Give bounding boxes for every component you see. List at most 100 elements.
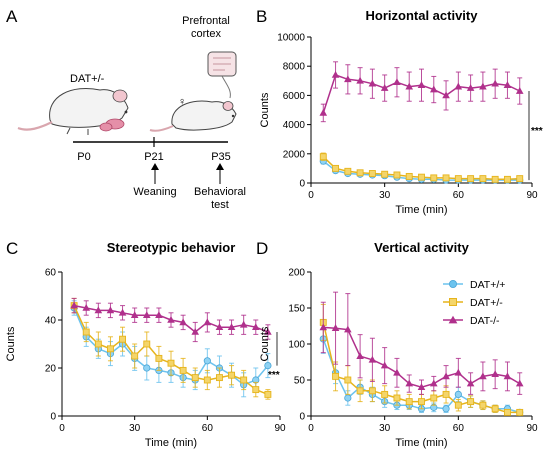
- x-tick-label-b-30: 30: [379, 190, 391, 201]
- point-d-datko-7: [405, 379, 414, 387]
- point-b-dathet-3: [356, 169, 364, 177]
- x-tick-label-d-0: 0: [308, 423, 314, 434]
- point-d-datwt-2: [344, 394, 352, 402]
- point-d-datwt-10: [442, 405, 450, 413]
- weaning-label: Weaning: [133, 186, 176, 198]
- point-c-dathet-4: [119, 335, 127, 343]
- point-c-datwt-16: [264, 361, 272, 370]
- point-d-dathet-3: [356, 387, 364, 395]
- point-d-datko-13: [479, 372, 487, 380]
- point-d-dathet-12: [467, 398, 475, 406]
- point-b-datko-5: [380, 84, 389, 91]
- x-tick-label-d-30: 30: [379, 423, 391, 434]
- y-tick-label-b-0: 0: [299, 179, 305, 190]
- point-b-dathet-2: [344, 167, 352, 175]
- x-tick-label-d-60: 60: [453, 423, 465, 434]
- point-b-dathet-10: [442, 174, 450, 182]
- x-axis-label-c: Time (min): [145, 437, 197, 449]
- point-c-datwt-6: [143, 364, 151, 372]
- point-c-dathet-11: [203, 376, 211, 384]
- point-d-dathet-6: [393, 394, 401, 402]
- series-c-datko: [70, 297, 272, 343]
- significance-label-c: ***: [268, 370, 280, 381]
- point-c-datko-6: [142, 311, 151, 318]
- point-d-datko-0: [319, 323, 328, 331]
- x-tick-label-c-30: 30: [129, 423, 141, 434]
- point-b-dathet-4: [368, 170, 376, 177]
- tissue-label-line1: Prefrontal: [182, 15, 230, 27]
- point-b-datko-14: [491, 79, 499, 87]
- point-d-datko-9: [429, 379, 438, 387]
- y-tick-label-c-60: 60: [45, 268, 57, 279]
- point-d-datko-3: [356, 352, 364, 360]
- genotype-label: DAT+/-: [70, 73, 105, 85]
- point-c-dathet-13: [228, 371, 236, 379]
- female-rat-illustration: [149, 100, 237, 132]
- chart-stereotypic-behavior: Stereotypic behavior 0 30 60 90 0 20 40 60 Time (…: [5, 240, 286, 449]
- y-tick-label-b-6000: 6000: [283, 91, 306, 102]
- point-c-dathet-6: [143, 340, 151, 348]
- point-c-datko-3: [106, 306, 115, 314]
- x-tick-label-c-0: 0: [59, 423, 65, 434]
- point-b-datko-4: [368, 79, 377, 87]
- point-c-datko-12: [215, 323, 224, 330]
- point-b-dathet-7: [405, 172, 413, 180]
- point-c-datko-7: [155, 311, 163, 318]
- y-axis-label-b: Counts: [259, 92, 271, 127]
- point-d-datko-8: [417, 383, 426, 390]
- point-c-dathet-5: [131, 352, 139, 360]
- point-d-dathet-10: [442, 390, 450, 398]
- legend-label-dat-wt: DAT+/+: [470, 279, 505, 291]
- point-c-datko-5: [130, 311, 139, 318]
- x-tick-label-b-90: 90: [526, 190, 538, 201]
- point-c-datko-1: [82, 304, 91, 311]
- point-b-datko-16: [515, 87, 524, 94]
- y-tick-label-b-2000: 2000: [283, 149, 306, 160]
- point-c-datko-4: [118, 308, 127, 316]
- point-d-datko-2: [344, 325, 352, 333]
- point-d-datko-16: [515, 379, 524, 387]
- panel-letter-c: C: [6, 239, 18, 258]
- point-b-dathet-0: [319, 153, 327, 161]
- point-d-datwt-11: [454, 390, 462, 398]
- y-tick-label-c-40: 40: [45, 316, 57, 327]
- x-tick-label-c-60: 60: [202, 423, 214, 434]
- significance-label-b: ***: [531, 126, 543, 137]
- point-b-dathet-5: [381, 170, 389, 178]
- point-c-datko-15: [251, 323, 260, 330]
- point-d-datko-15: [503, 372, 512, 380]
- point-d-datko-1: [331, 324, 340, 331]
- y-tick-label-c-0: 0: [50, 412, 56, 423]
- point-c-datko-11: [203, 318, 212, 326]
- y-tick-label-b-4000: 4000: [283, 120, 306, 131]
- panel-a: A DAT+/- ♀ Prefrontal cortex: [6, 7, 246, 211]
- point-b-dathet-6: [393, 171, 401, 179]
- point-d-dathet-15: [503, 408, 511, 416]
- series-b-datko: [319, 61, 524, 123]
- y-tick-label-b-8000: 8000: [283, 62, 306, 73]
- point-c-dathet-9: [179, 366, 187, 374]
- test-label-line1: Behavioral: [194, 186, 246, 198]
- point-d-dathet-1: [332, 372, 340, 380]
- point-b-dathet-13: [479, 175, 487, 183]
- panel-letter-d: D: [256, 239, 268, 258]
- series-line-d-datko: [323, 326, 521, 388]
- point-c-datko-2: [94, 306, 103, 314]
- x-tick-label-b-0: 0: [308, 190, 314, 201]
- point-c-dathet-1: [82, 328, 90, 336]
- point-d-dathet-13: [479, 401, 487, 409]
- point-c-datko-13: [227, 323, 236, 330]
- y-tick-label-c-20: 20: [45, 364, 57, 375]
- y-tick-label-d-200: 200: [288, 268, 305, 279]
- legend-marker-dat-ko: [448, 315, 458, 324]
- rat-with-pups-illustration: [17, 88, 129, 135]
- legend-item-dat-wt: DAT+/+: [443, 279, 505, 291]
- point-b-datko-15: [503, 81, 512, 88]
- x-axis-label-b: Time (min): [395, 204, 447, 216]
- legend: DAT+/+ DAT+/- DAT-/-: [443, 279, 505, 327]
- point-c-dathet-15: [252, 386, 260, 394]
- chart-horizontal-activity: Horizontal activity 0 30 60 90 0 2000 4000 6000 8…: [259, 8, 543, 216]
- chart-title-c: Stereotypic behavior: [107, 240, 236, 255]
- point-b-dathet-1: [332, 164, 340, 172]
